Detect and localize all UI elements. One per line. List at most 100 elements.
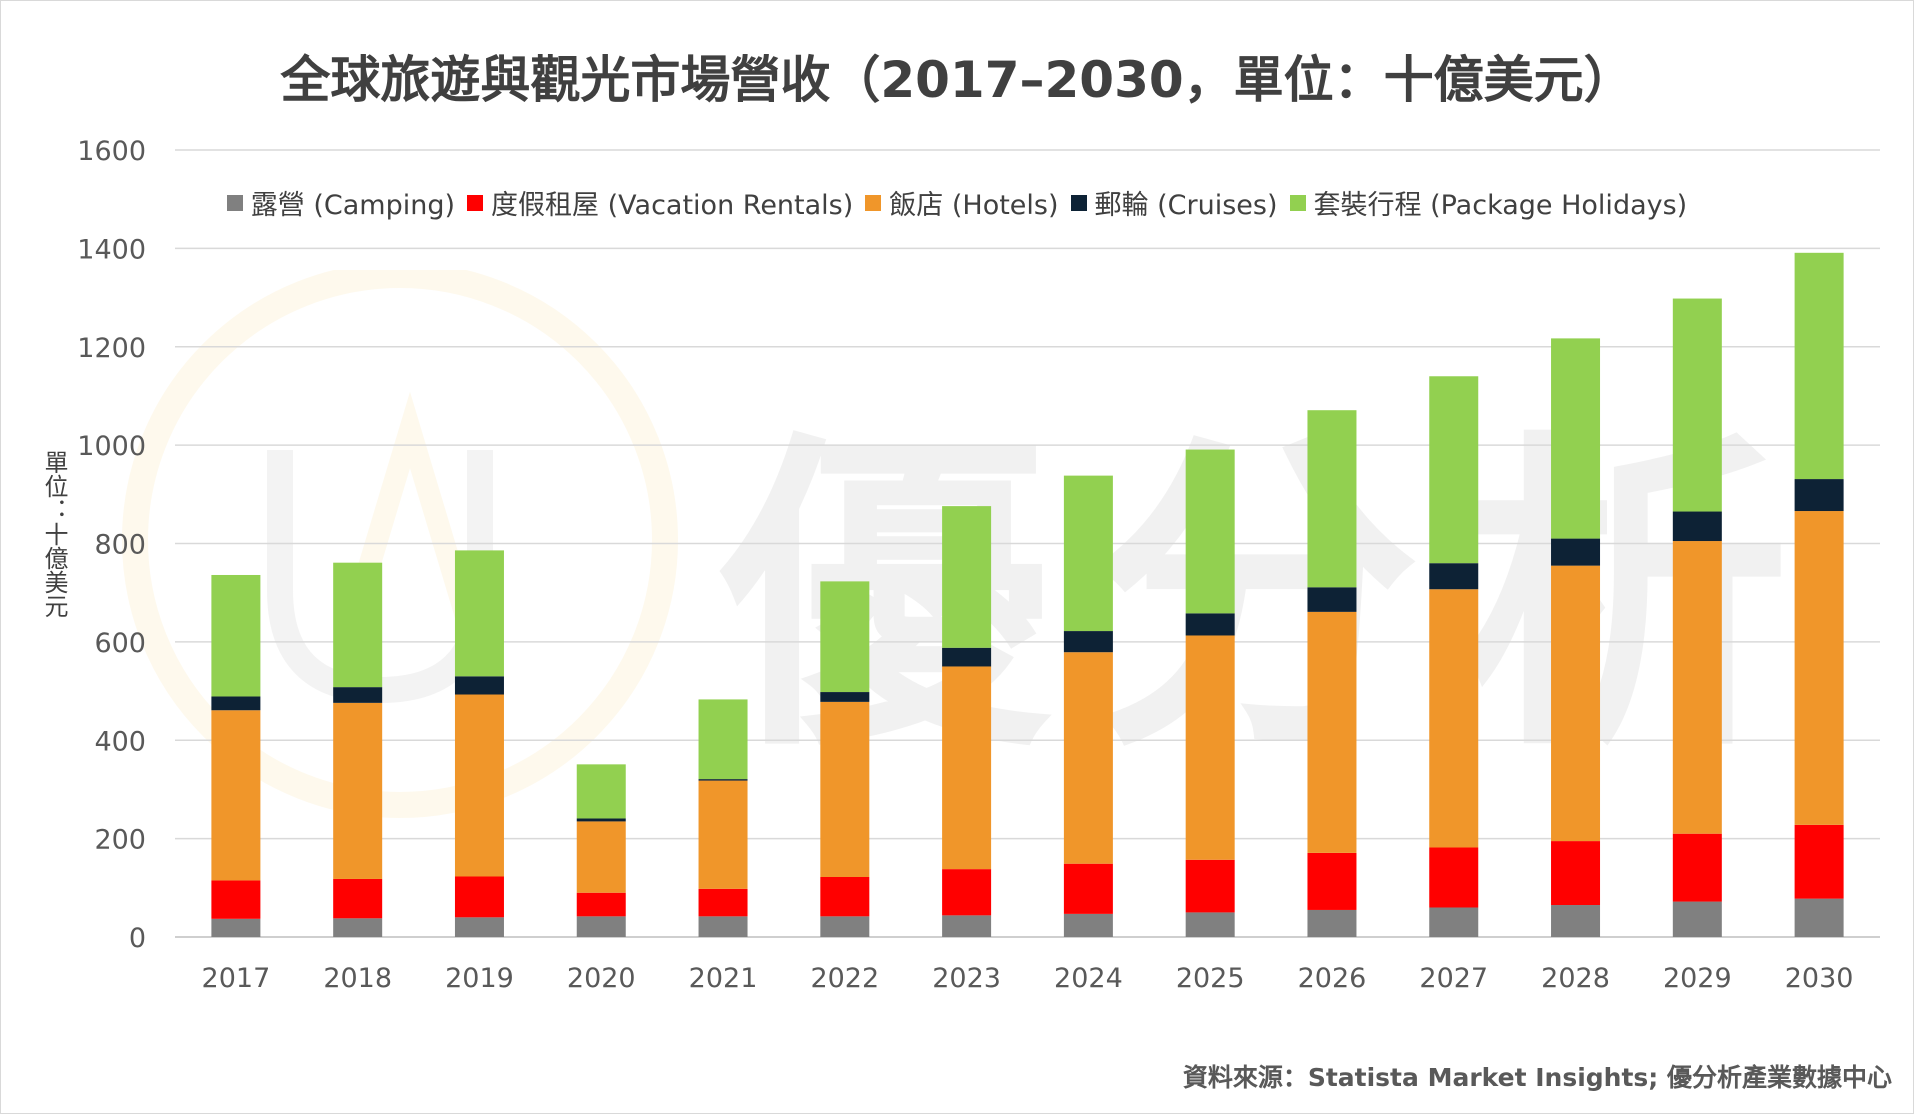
x-tick-label: 2025 — [1176, 963, 1245, 994]
source-note: 資料來源：Statista Market Insights; 優分析產業數據中心 — [1182, 1063, 1892, 1092]
y-tick-label: 0 — [129, 923, 146, 954]
bar-2019-series-4 — [454, 550, 504, 677]
x-tick-label: 2030 — [1785, 963, 1854, 994]
bar-2021-series-0 — [698, 916, 748, 937]
bar-2024-series-1 — [1063, 863, 1113, 914]
legend-swatch — [1070, 194, 1087, 211]
bar-2018-series-0 — [333, 918, 383, 937]
x-tick-label: 2021 — [689, 963, 758, 994]
y-tick-label: 600 — [94, 628, 146, 659]
bar-2027-series-3 — [1429, 563, 1479, 590]
bar-2029-series-1 — [1672, 833, 1722, 902]
bar-2028-series-0 — [1551, 905, 1601, 937]
bar-2027-series-1 — [1429, 847, 1479, 908]
y-tick-label: 800 — [94, 530, 146, 561]
x-tick-label: 2018 — [323, 963, 392, 994]
bar-2029-series-2 — [1672, 541, 1722, 834]
bar-2026-series-1 — [1307, 852, 1357, 910]
y-tick-label: 1200 — [77, 333, 146, 364]
bar-2029-series-0 — [1672, 901, 1722, 937]
y-tick-label: 1600 — [77, 136, 146, 167]
bar-2028-series-2 — [1551, 565, 1601, 842]
bar-2022-series-2 — [820, 701, 870, 877]
bar-2023-series-3 — [942, 647, 992, 667]
bar-2024-series-0 — [1063, 913, 1113, 937]
bar-2025-series-4 — [1185, 449, 1235, 614]
bar-2017-series-1 — [211, 880, 261, 919]
bar-2021-series-1 — [698, 888, 748, 917]
legend-label: 飯店 (Hotels) — [889, 190, 1059, 221]
bar-2027-series-2 — [1429, 589, 1479, 848]
bar-2030-series-0 — [1794, 898, 1844, 937]
bar-2017-series-0 — [211, 918, 261, 937]
bar-2025-series-0 — [1185, 912, 1235, 937]
bar-2020-series-4 — [576, 764, 626, 819]
bar-2030-series-2 — [1794, 511, 1844, 825]
bar-2025-series-1 — [1185, 859, 1235, 913]
x-tick-label: 2026 — [1298, 963, 1367, 994]
bar-2021-series-3 — [698, 779, 748, 781]
bar-2026-series-0 — [1307, 909, 1357, 937]
watermark-text: 優分析 — [720, 406, 1830, 790]
bar-2020-series-1 — [576, 892, 626, 917]
bar-2026-series-4 — [1307, 410, 1357, 588]
bar-2022-series-4 — [820, 581, 870, 693]
x-tick-label: 2028 — [1541, 963, 1610, 994]
legend: 露營 (Camping) 度假租屋 (Vacation Rentals) 飯店 (H… — [0, 183, 1914, 222]
bar-2022-series-1 — [820, 876, 870, 917]
x-tick-label: 2027 — [1419, 963, 1488, 994]
x-tick-label: 2020 — [567, 963, 636, 994]
bar-2019-series-3 — [454, 676, 504, 695]
y-tick-label: 400 — [94, 726, 146, 757]
bar-2024-series-3 — [1063, 631, 1113, 653]
bar-2026-series-2 — [1307, 611, 1357, 853]
bar-2017-series-3 — [211, 696, 261, 711]
legend-item-0: 露營 (Camping) — [226, 183, 455, 222]
bar-2030-series-3 — [1794, 479, 1844, 512]
bar-2027-series-0 — [1429, 907, 1479, 937]
bar-2029-series-4 — [1672, 298, 1722, 512]
bar-2020-series-3 — [576, 818, 626, 822]
legend-label: 度假租屋 (Vacation Rentals) — [491, 190, 854, 221]
legend-swatch — [1289, 194, 1306, 211]
bar-2023-series-0 — [942, 915, 992, 937]
bar-2017-series-2 — [211, 710, 261, 881]
bar-2018-series-3 — [333, 687, 383, 703]
bar-2023-series-1 — [942, 869, 992, 916]
bar-2029-series-3 — [1672, 511, 1722, 542]
legend-swatch — [226, 194, 243, 211]
bar-2017-series-4 — [211, 574, 261, 697]
legend-item-4: 套裝行程 (Package Holidays) — [1289, 183, 1688, 222]
bar-2025-series-3 — [1185, 613, 1235, 636]
y-tick-label: 1000 — [77, 431, 146, 462]
bar-2026-series-3 — [1307, 587, 1357, 612]
y-axis-label: 單位：十億美元 — [40, 450, 68, 618]
bar-2018-series-4 — [333, 562, 383, 688]
bar-2020-series-0 — [576, 916, 626, 937]
legend-swatch — [467, 194, 484, 211]
legend-item-2: 飯店 (Hotels) — [865, 183, 1059, 222]
bar-2028-series-4 — [1551, 338, 1601, 539]
y-tick-label: 200 — [94, 825, 146, 856]
x-tick-label: 2029 — [1663, 963, 1732, 994]
bar-2019-series-1 — [454, 876, 504, 918]
legend-label: 套裝行程 (Package Holidays) — [1313, 190, 1688, 221]
bar-2018-series-1 — [333, 878, 383, 919]
bar-2021-series-4 — [698, 699, 748, 780]
legend-item-1: 度假租屋 (Vacation Rentals) — [467, 183, 853, 222]
x-tick-label: 2019 — [445, 963, 514, 994]
bar-2019-series-0 — [454, 917, 504, 937]
bar-2028-series-1 — [1551, 841, 1601, 906]
legend-label: 郵輪 (Cruises) — [1094, 190, 1278, 221]
bar-2025-series-2 — [1185, 635, 1235, 860]
legend-item-3: 郵輪 (Cruises) — [1070, 183, 1278, 222]
x-tick-label: 2022 — [810, 963, 879, 994]
chart-title: 全球旅遊與觀光市場營收（2017–2030，單位：十億美元） — [280, 51, 1634, 109]
bar-2020-series-2 — [576, 821, 626, 893]
bar-2022-series-3 — [820, 692, 870, 702]
bar-2022-series-0 — [820, 916, 870, 937]
bar-2019-series-2 — [454, 694, 504, 877]
bar-2027-series-4 — [1429, 376, 1479, 564]
bar-2030-series-1 — [1794, 824, 1844, 899]
